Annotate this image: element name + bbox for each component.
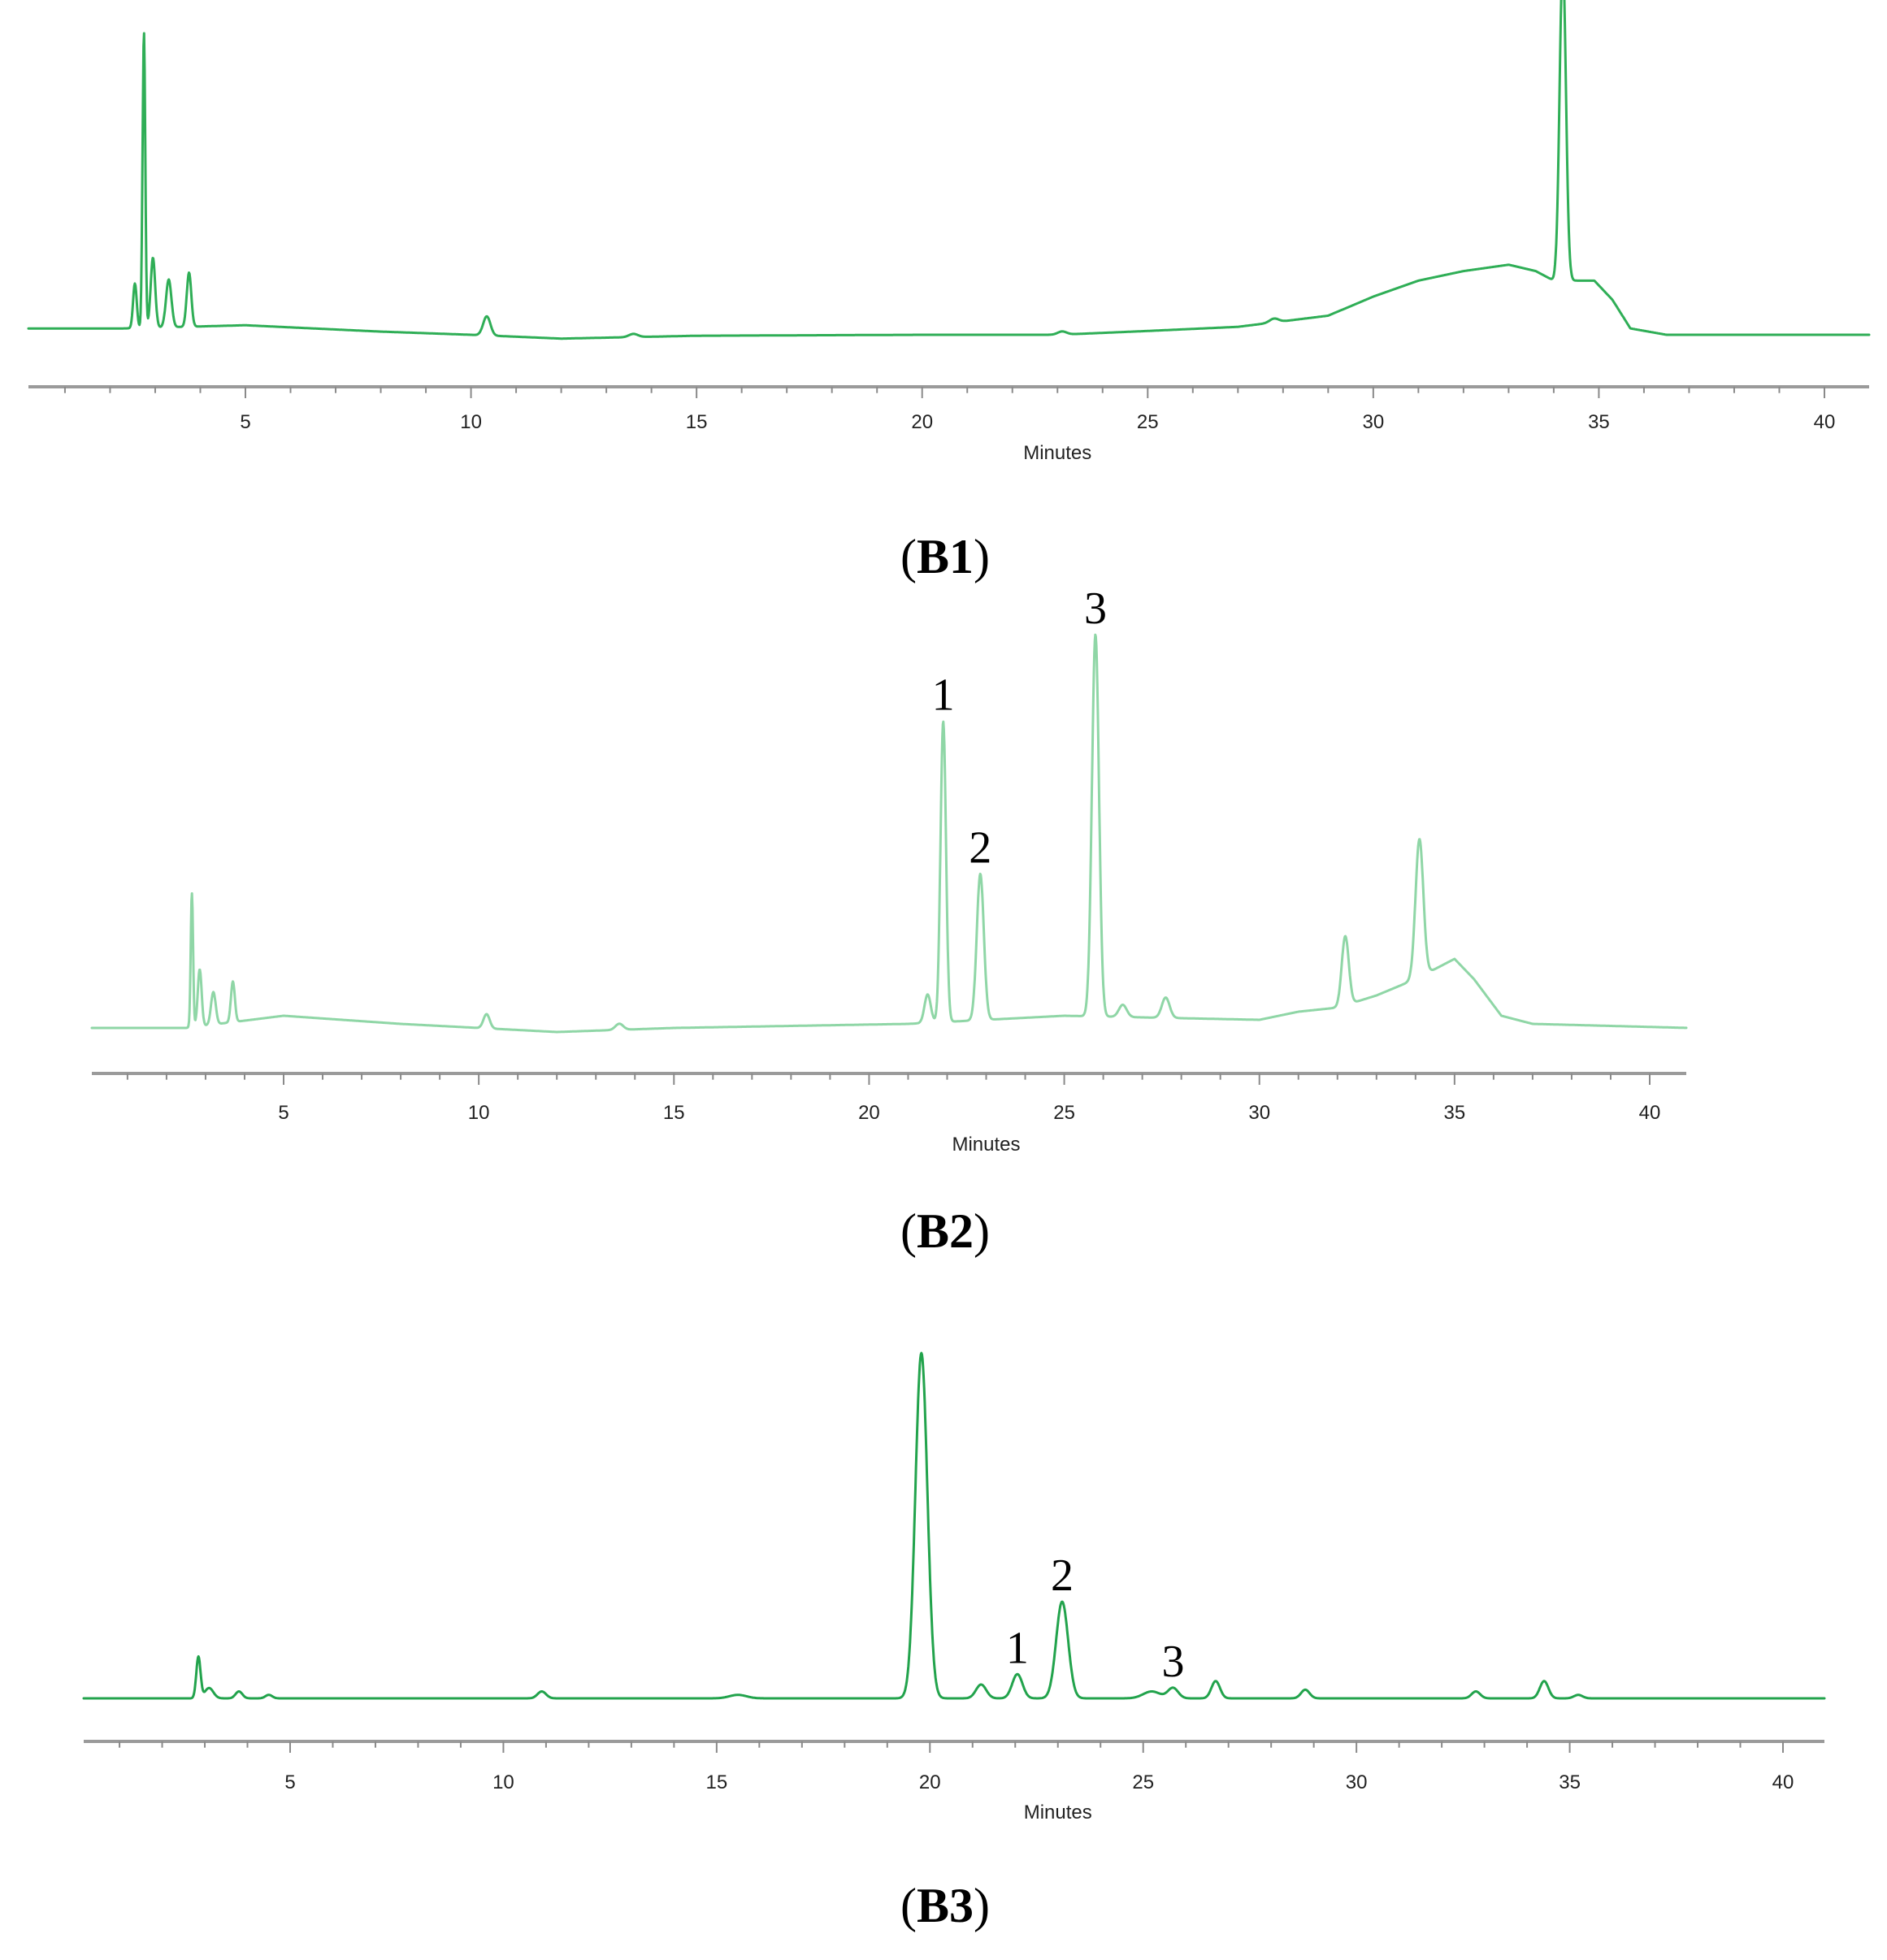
peak-label: 3 xyxy=(1161,1637,1184,1687)
x-axis-ticks-b3: 5 10 15 20 25 30 35 40 xyxy=(119,1741,1794,1793)
peak-label: 1 xyxy=(1006,1623,1029,1673)
chromatogram-panel-b2: 1 2 3 5 10 15 20 25 30 35 40 Minutes (B2) xyxy=(90,583,1688,1258)
panel-label-b1: (B1) xyxy=(900,530,990,583)
x-tick-label: 30 xyxy=(1363,411,1385,433)
x-tick-label: 25 xyxy=(1132,1771,1154,1793)
chromatogram-panel-b3: 12 3 5 10 15 20 25 30 35 40 Minutes (B3) xyxy=(82,1351,1826,1932)
chromatogram-trace-b3 xyxy=(82,1351,1826,1700)
panel-label-b2: (B2) xyxy=(900,1204,990,1258)
x-tick-label: 20 xyxy=(911,411,933,433)
x-tick-label: 20 xyxy=(919,1771,941,1793)
x-axis-ticks-b1: 5 10 15 20 25 30 35 40 xyxy=(63,387,1836,433)
chromatogram-trace-b1 xyxy=(27,0,1871,340)
x-tick-label: 10 xyxy=(468,1102,490,1124)
peak-label: 2 xyxy=(1051,1550,1074,1601)
x-axis-title-b3: Minutes xyxy=(1024,1802,1092,1823)
x-tick-label: 15 xyxy=(706,1771,728,1793)
x-tick-label: 15 xyxy=(663,1102,685,1124)
chromatogram-trace-b2 xyxy=(90,633,1688,1034)
peak-label: 2 xyxy=(969,822,991,873)
x-tick-label: 40 xyxy=(1639,1102,1661,1124)
x-axis-title-b1: Minutes xyxy=(1023,442,1091,464)
x-tick-label: 35 xyxy=(1588,411,1610,433)
x-tick-label: 40 xyxy=(1772,1771,1794,1793)
x-tick-label: 20 xyxy=(858,1102,880,1124)
x-tick-label: 5 xyxy=(278,1102,288,1124)
peak-labels-b3: 12 3 xyxy=(1006,1550,1185,1687)
peak-label: 3 xyxy=(1084,583,1107,634)
x-tick-label: 35 xyxy=(1559,1771,1581,1793)
peak-label: 1 xyxy=(932,670,955,721)
x-tick-label: 30 xyxy=(1248,1102,1270,1124)
x-tick-label: 15 xyxy=(686,411,708,433)
panel-label-text-b2: B2 xyxy=(917,1204,974,1258)
x-tick-label: 5 xyxy=(284,1771,295,1793)
x-tick-label: 5 xyxy=(240,411,250,433)
peak-labels-b2: 1 2 3 xyxy=(932,583,1107,874)
panel-label-text-b1: B1 xyxy=(917,530,974,583)
x-axis-ticks-b2: 5 10 15 20 25 30 35 40 xyxy=(126,1073,1661,1124)
chromatogram-panel-b1: 5 10 15 20 25 30 35 40 Minutes (B1) xyxy=(27,0,1871,583)
x-axis-title-b2: Minutes xyxy=(952,1134,1020,1156)
x-tick-label: 10 xyxy=(492,1771,514,1793)
x-tick-label: 25 xyxy=(1137,411,1159,433)
panel-label-text-b3: B3 xyxy=(917,1879,974,1932)
x-tick-label: 40 xyxy=(1814,411,1836,433)
x-tick-label: 10 xyxy=(460,411,482,433)
x-tick-label: 30 xyxy=(1346,1771,1368,1793)
x-tick-label: 25 xyxy=(1053,1102,1075,1124)
x-tick-label: 35 xyxy=(1444,1102,1466,1124)
panel-label-b3: (B3) xyxy=(900,1879,990,1932)
